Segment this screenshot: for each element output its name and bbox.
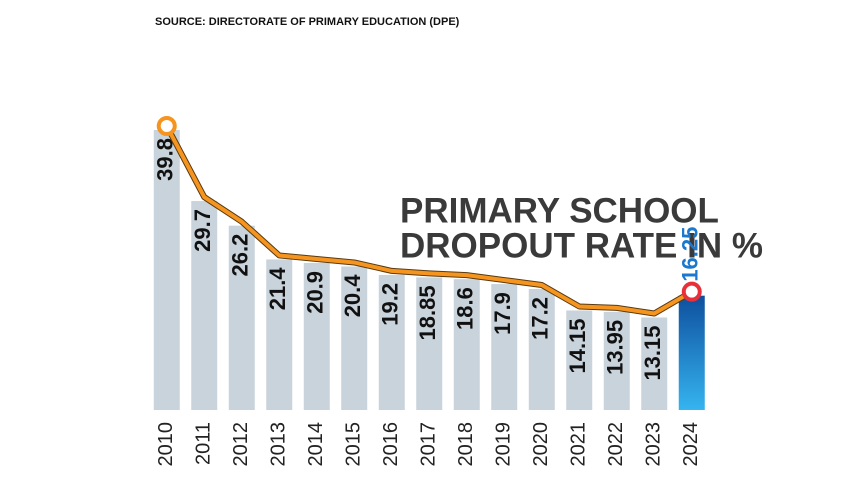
bar <box>191 201 218 410</box>
data-label: 21.4 <box>265 267 290 311</box>
x-tick-label: 2017 <box>418 422 440 467</box>
bar <box>228 225 255 410</box>
bar <box>303 262 330 410</box>
data-label: 20.4 <box>340 274 365 318</box>
x-tick-label: 2013 <box>268 422 290 467</box>
data-label: 13.15 <box>640 325 665 380</box>
bar <box>566 310 593 410</box>
x-tick-label: 2020 <box>530 422 552 467</box>
bar <box>266 259 293 410</box>
x-tick-label: 2023 <box>643 422 665 467</box>
data-label: 17.2 <box>528 297 553 340</box>
x-tick-label: 2012 <box>230 422 252 467</box>
bar <box>453 279 480 410</box>
x-tick-label: 2014 <box>305 422 327 467</box>
bar <box>153 130 180 410</box>
data-label: 39.8 <box>153 138 178 181</box>
bar <box>528 288 555 410</box>
x-tick-label: 2022 <box>605 422 627 467</box>
bar <box>603 311 630 410</box>
bar <box>378 274 405 410</box>
bar <box>641 317 668 410</box>
bar <box>416 277 443 410</box>
data-label: 20.9 <box>303 271 328 314</box>
line <box>164 125 693 316</box>
data-label: 13.95 <box>603 320 628 375</box>
point-marker <box>681 281 702 302</box>
data-label: 19.2 <box>378 283 403 326</box>
bar <box>341 266 368 410</box>
bar <box>678 295 705 410</box>
data-label: 18.85 <box>415 285 440 340</box>
x-tick-label: 2024 <box>680 422 702 467</box>
data-label: 17.9 <box>490 292 515 335</box>
x-tick-label: 2019 <box>493 422 515 467</box>
data-label: 18.6 <box>453 287 478 330</box>
source: SOURCE: DIRECTORATE OF PRIMARY EDUCATION… <box>155 16 460 28</box>
data-label: 14.15 <box>565 318 590 373</box>
x-tick-label: 2015 <box>343 422 365 467</box>
x-tick-label: 2021 <box>568 422 590 467</box>
x-tick-label: 2010 <box>155 422 177 467</box>
point-marker <box>156 116 177 136</box>
chart-title: DROPOUT RATE IN % <box>400 226 763 265</box>
x-tick-label: 2011 <box>193 422 215 465</box>
data-label: 29.7 <box>190 209 215 252</box>
x-tick-label: 2016 <box>380 422 402 467</box>
x-tick-label: 2018 <box>455 422 477 467</box>
bar <box>491 284 518 410</box>
data-label: 26.2 <box>228 234 253 277</box>
data-label: 16.25 <box>678 227 703 282</box>
chart-title: PRIMARY SCHOOL <box>400 191 719 230</box>
